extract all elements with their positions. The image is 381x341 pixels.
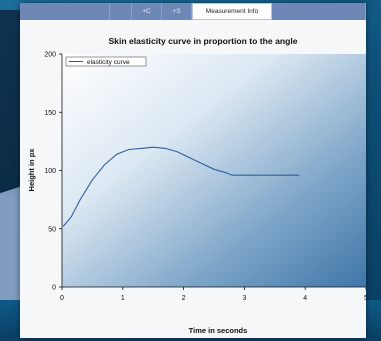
x-axis-label: Time in seconds <box>189 326 248 335</box>
chart-title: Skin elasticity curve in proportion to t… <box>108 36 297 46</box>
tab-bar: +C +S Measurement Info <box>20 3 366 20</box>
y-tick-label: 150 <box>44 110 56 117</box>
legend-label: elasticity curve <box>87 59 130 66</box>
x-tick-label: 5 <box>364 295 366 302</box>
chart-window: +C +S Measurement Info Skin elasticity c… <box>20 3 366 338</box>
tab-measurement-info[interactable]: Measurement Info <box>192 3 272 20</box>
y-axis-label: Height in px <box>27 148 36 192</box>
x-tick-label: 1 <box>121 295 125 302</box>
plot-area <box>62 54 366 287</box>
tab-2[interactable] <box>110 3 132 20</box>
legend: elasticity curve <box>65 56 147 67</box>
background-wedge <box>0 186 20 314</box>
x-tick-label: 4 <box>303 295 307 302</box>
chart: Skin elasticity curve in proportion to t… <box>27 36 366 335</box>
tab-1[interactable] <box>20 3 110 20</box>
tab-s[interactable]: +S <box>162 3 192 20</box>
x-tick-label: 2 <box>182 295 186 302</box>
y-tick-label: 200 <box>44 52 56 59</box>
tab-6[interactable] <box>272 3 366 20</box>
x-tick-label: 3 <box>242 295 246 302</box>
series-line <box>62 146 300 227</box>
y-tick-label: 0 <box>52 285 56 292</box>
y-tick-label: 50 <box>48 226 56 233</box>
tab-c[interactable]: +C <box>132 3 162 20</box>
legend-box <box>65 56 147 67</box>
x-tick-label: 0 <box>60 295 64 302</box>
y-tick-label: 100 <box>44 168 56 175</box>
